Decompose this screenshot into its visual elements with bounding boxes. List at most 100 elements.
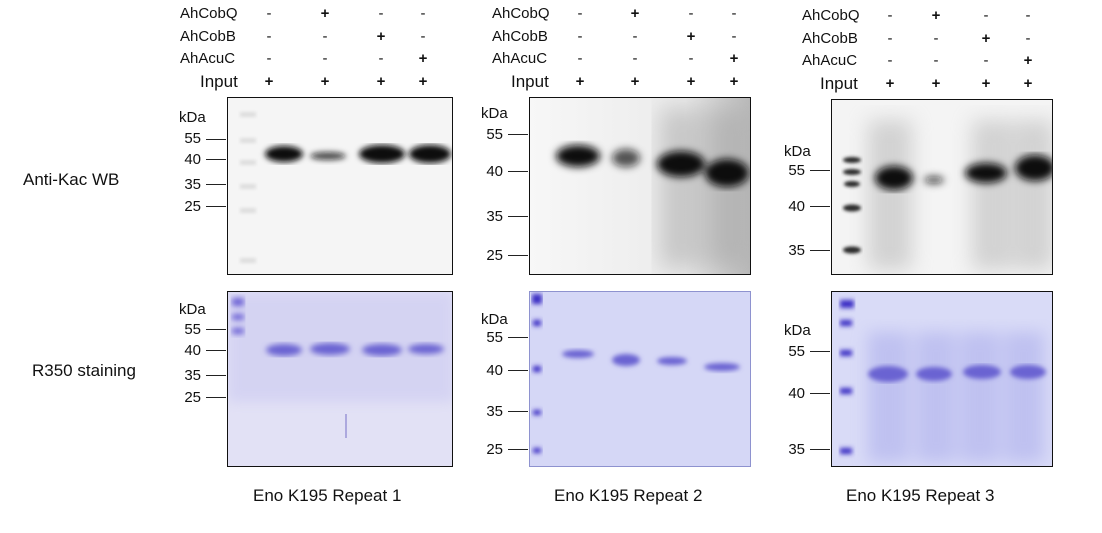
mark: - <box>887 30 893 47</box>
staining-gel-panel <box>529 291 751 467</box>
marker-label: 25 <box>486 247 503 264</box>
mark: + <box>320 5 330 22</box>
mark: + <box>418 73 428 90</box>
mark: - <box>378 50 384 67</box>
marker-tick <box>508 255 528 256</box>
condition-label-input: Input <box>200 72 238 91</box>
mark: + <box>376 73 386 90</box>
marker-label: 40 <box>486 362 503 379</box>
mark: - <box>266 50 272 67</box>
mark: + <box>376 28 386 45</box>
mark: - <box>266 28 272 45</box>
kda-unit-label: kDa <box>784 143 811 160</box>
caption-repeat-2: Eno K195 Repeat 2 <box>554 486 703 505</box>
mark: - <box>322 50 328 67</box>
kda-unit-label: kDa <box>784 322 811 339</box>
kda-unit-label: kDa <box>481 105 508 122</box>
caption-repeat-1: Eno K195 Repeat 1 <box>253 486 402 505</box>
kda-unit-label: kDa <box>179 109 206 126</box>
mark: - <box>688 5 694 22</box>
mark: - <box>933 30 939 47</box>
mark: - <box>933 52 939 69</box>
marker-label: 40 <box>788 385 805 402</box>
condition-label-input: Input <box>820 74 858 93</box>
mark: + <box>264 73 274 90</box>
marker-label: 55 <box>486 126 503 143</box>
mark: - <box>266 5 272 22</box>
staining-gel-panel <box>227 291 453 467</box>
condition-label-ahcobq: AhCobQ <box>492 5 550 22</box>
condition-label-input: Input <box>511 72 549 91</box>
condition-label-ahacuc: AhAcuC <box>180 50 236 67</box>
mark: + <box>418 50 428 67</box>
marker-tick <box>810 250 830 251</box>
marker-tick <box>206 206 226 207</box>
mark: + <box>981 75 991 92</box>
marker-tick <box>810 351 830 352</box>
condition-label-ahcobb: AhCobB <box>180 28 236 45</box>
mark: - <box>378 5 384 22</box>
marker-tick <box>508 171 528 172</box>
mark: - <box>420 5 426 22</box>
marker-label: 40 <box>184 342 201 359</box>
western-blot-panel <box>529 97 751 275</box>
mark: - <box>1025 7 1031 24</box>
row-label-western-blot: Anti-Kac WB <box>23 170 120 189</box>
marker-label: 25 <box>184 389 201 406</box>
mark: - <box>632 50 638 67</box>
mark: - <box>983 7 989 24</box>
marker-label: 40 <box>486 163 503 180</box>
mark: + <box>686 73 696 90</box>
western-blot-panel <box>831 99 1053 275</box>
mark: + <box>729 73 739 90</box>
condition-label-ahcobb: AhCobB <box>802 30 858 47</box>
marker-label: 35 <box>184 367 201 384</box>
mark: - <box>632 28 638 45</box>
mark: + <box>1023 75 1033 92</box>
mark: + <box>630 5 640 22</box>
marker-tick <box>206 184 226 185</box>
marker-tick <box>508 449 528 450</box>
row-label-staining: R350 staining <box>32 361 136 380</box>
mark: + <box>686 28 696 45</box>
marker-tick <box>508 411 528 412</box>
marker-tick <box>206 397 226 398</box>
mark: - <box>887 7 893 24</box>
marker-tick <box>206 375 226 376</box>
mark: - <box>983 52 989 69</box>
condition-label-ahcobq: AhCobQ <box>802 7 860 24</box>
mark: - <box>420 28 426 45</box>
mark: - <box>731 5 737 22</box>
marker-label: 35 <box>184 176 201 193</box>
condition-label-ahcobb: AhCobB <box>492 28 548 45</box>
condition-label-ahcobq: AhCobQ <box>180 5 238 22</box>
mark: + <box>931 7 941 24</box>
marker-tick <box>508 216 528 217</box>
mark: + <box>320 73 330 90</box>
marker-tick <box>206 159 226 160</box>
marker-tick <box>508 134 528 135</box>
marker-label: 35 <box>788 441 805 458</box>
mark: - <box>577 5 583 22</box>
condition-label-ahacuc: AhAcuC <box>492 50 548 67</box>
marker-label: 35 <box>486 403 503 420</box>
mark: - <box>1025 30 1031 47</box>
mark: - <box>887 52 893 69</box>
kda-unit-label: kDa <box>179 301 206 318</box>
mark: - <box>731 28 737 45</box>
marker-tick <box>508 370 528 371</box>
marker-tick <box>206 329 226 330</box>
western-blot-panel <box>227 97 453 275</box>
marker-tick <box>206 139 226 140</box>
marker-label: 35 <box>788 242 805 259</box>
mark: + <box>729 50 739 67</box>
marker-label: 40 <box>184 151 201 168</box>
mark: + <box>885 75 895 92</box>
marker-label: 55 <box>184 321 201 338</box>
marker-label: 35 <box>486 208 503 225</box>
marker-tick <box>810 449 830 450</box>
marker-tick <box>810 170 830 171</box>
marker-tick <box>810 206 830 207</box>
mark: + <box>1023 52 1033 69</box>
marker-tick <box>206 350 226 351</box>
